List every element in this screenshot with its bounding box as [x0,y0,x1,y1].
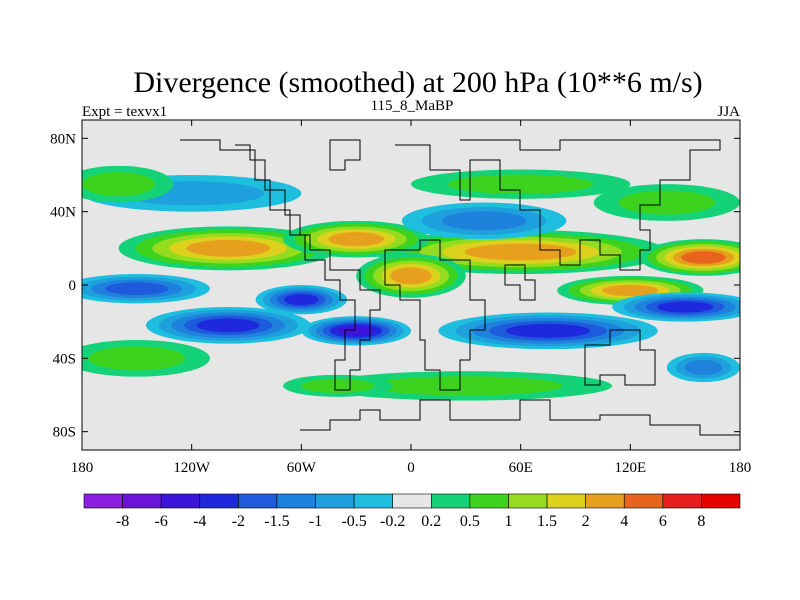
contour-band-5-3 [105,282,169,296]
center-string: 115_8_MaBP [371,98,454,114]
colorbar-box-1 [122,493,162,509]
contour-band-17-1 [88,346,186,371]
colorbar-label: 0.5 [460,513,480,530]
contour-band-18-1 [369,376,563,396]
coastline-australia [584,329,656,386]
y-tick-label: 0 [69,278,77,294]
x-tick-label: 60W [287,460,317,476]
colorbar-label: 4 [620,513,628,530]
x-tick-label: 60E [509,460,533,476]
colorbar-label: 1 [504,513,512,530]
contour-band-2-5 [681,251,726,264]
colorbar-box-5 [276,493,316,509]
contour-band-3-4 [390,267,432,285]
contour-band-10-4 [657,301,714,313]
colorbar: -8 -6 -4 -2 -1.5 -1 -0.5 -0.2 0.2 0.5 1 1.5 2 4 6 8 [83,493,741,530]
contour-band-12-2 [441,211,527,231]
coastline-africa [384,239,486,391]
colorbar-box-9 [430,493,471,509]
contour-band-1-4 [464,243,577,261]
colorbar-box-2 [160,493,201,509]
colorbar-label: 2 [582,513,590,530]
colorbar-label: 1.5 [537,513,557,530]
colorbar-box-10 [469,493,509,509]
colorbar-label: -6 [155,513,168,530]
colorbar-box-14 [623,493,664,509]
contour-band-20-2 [684,359,723,376]
contour-band-19-1 [301,378,375,394]
colorbar-box-11 [508,493,548,509]
colorbar-box-6 [315,493,355,509]
left-string: Expt = texvx1 [82,104,167,120]
colorbar-label: -1.5 [264,513,289,530]
contour-band-11-4 [283,294,319,306]
colorbar-box-12 [546,493,586,509]
colorbar-label: 0.2 [421,513,441,530]
contour-band-9-4 [506,323,590,338]
colorbar-box-15 [662,493,702,509]
x-tick-label: 120W [173,460,211,476]
coastline-greenland [329,139,361,171]
colorbar-label: -4 [193,513,206,530]
y-tick-label: 40N [50,205,76,221]
coastline-eurasia [395,139,721,271]
colorbar-label: -0.2 [380,513,405,530]
contour-band-15-1 [82,172,155,197]
x-tick-label: 180 [71,460,94,476]
colorbar-box-0 [83,493,123,509]
contour-band-16-1 [618,190,716,215]
y-tick-label: 80N [50,131,76,147]
contour-band-6-4 [328,232,385,247]
colorbar-box-3 [199,493,239,509]
contour-band-0-4 [186,239,271,257]
x-tick-label: 0 [407,460,415,476]
colorbar-box-7 [353,493,394,509]
axes: 180 120W 60W 0 60E 120E 180 80N 40N 0 40S 80S [50,120,751,476]
contour-band-4-4 [602,284,659,297]
colorbar-label: 8 [697,513,705,530]
colorbar-box-4 [238,493,278,509]
coastline-americas [180,139,381,391]
y-tick-label: 80S [53,425,76,441]
right-string: JJA [717,104,740,120]
contour-band-7-5 [337,325,376,336]
colorbar-box-16 [701,493,741,509]
contour-band-14-1 [448,174,594,194]
colorbar-label: 6 [659,513,667,530]
colorbar-label: -2 [232,513,245,530]
coastlines [180,139,740,436]
colorbar-label: -0.5 [341,513,366,530]
x-tick-label: 120E [614,460,646,476]
coastline-antarctica [300,399,740,436]
colorbar-box-13 [585,493,625,509]
contour-band-8-4 [196,318,260,333]
x-tick-label: 180 [729,460,752,476]
chart-title: Divergence (smoothed) at 200 hPa (10**6 … [133,66,702,99]
colorbar-box-8 [392,493,432,509]
coastline-india [504,264,536,301]
colorbar-label: -1 [309,513,322,530]
colorbar-label: -8 [116,513,129,530]
divergence-field [82,120,740,450]
y-tick-label: 40S [53,351,76,367]
